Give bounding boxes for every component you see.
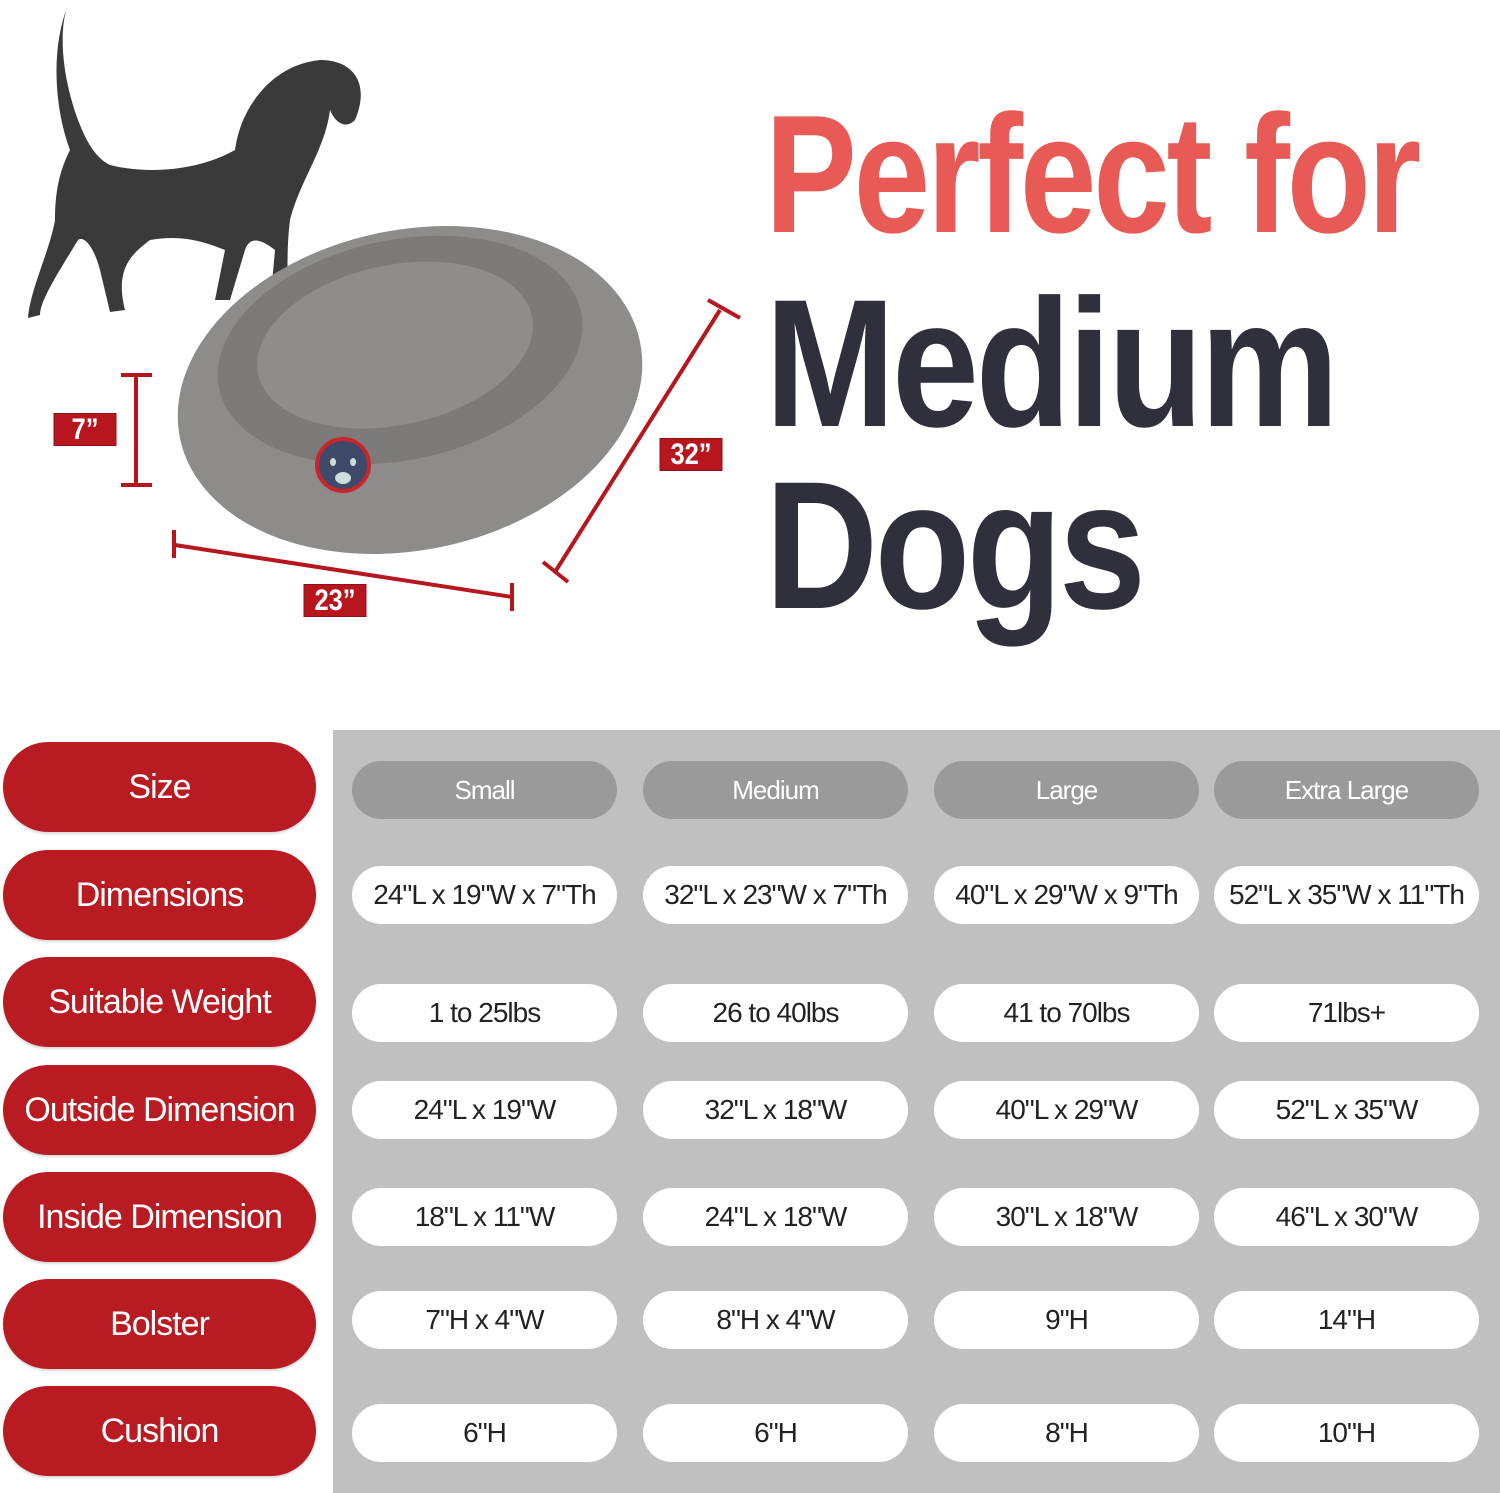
table-cell: 8"H x 4"W	[643, 1291, 908, 1349]
row-label: Size	[3, 742, 316, 832]
paw-icon	[330, 458, 357, 484]
column-header: Large	[934, 761, 1199, 819]
table-cell: 32"L x 23"W x 7"Th	[643, 866, 908, 924]
table-cell: 10"H	[1214, 1404, 1479, 1462]
table-cell: 24"L x 18"W	[643, 1188, 908, 1246]
headline-line3: Dogs	[765, 443, 1146, 647]
table-cell: 7"H x 4"W	[352, 1291, 617, 1349]
table-cell: 18"L x 11"W	[352, 1188, 617, 1246]
table-cell: 24"L x 19"W x 7"Th	[352, 866, 617, 924]
table-cell: 26 to 40lbs	[643, 984, 908, 1042]
headline-line1: Perfect for	[765, 80, 1421, 268]
table-cell: 6"H	[643, 1404, 908, 1462]
row-label: Inside Dimension	[3, 1172, 316, 1262]
table-cell: 14"H	[1214, 1291, 1479, 1349]
table-cell: 40"L x 29"W	[934, 1081, 1199, 1139]
table-cell: 6"H	[352, 1404, 617, 1462]
row-label: Dimensions	[3, 850, 316, 940]
height-tag: 7”	[53, 413, 117, 446]
table-cell: 1 to 25lbs	[352, 984, 617, 1042]
table-cell: 71lbs+	[1214, 984, 1479, 1042]
table-cell: 24"L x 19"W	[352, 1081, 617, 1139]
table-cell: 32"L x 18"W	[643, 1081, 908, 1139]
table-cell: 41 to 70lbs	[934, 984, 1199, 1042]
table-cell: 9"H	[934, 1291, 1199, 1349]
dimension-lines	[121, 298, 741, 611]
row-label: Cushion	[3, 1386, 316, 1476]
column-header: Small	[352, 761, 617, 819]
majestic-pet-logo	[315, 437, 371, 493]
row-label: Outside Dimension	[3, 1065, 316, 1155]
table-cell: 30"L x 18"W	[934, 1188, 1199, 1246]
table-cell: 40"L x 29"W x 9"Th	[934, 866, 1199, 924]
dog-silhouette-icon	[28, 5, 361, 318]
product-illustration	[28, 5, 741, 611]
length-tag: 32”	[659, 438, 723, 471]
row-label: Bolster	[3, 1279, 316, 1369]
column-header: Medium	[643, 761, 908, 819]
width-tag: 23”	[303, 584, 367, 617]
table-cell: 52"L x 35"W	[1214, 1081, 1479, 1139]
table-cell: 46"L x 30"W	[1214, 1188, 1479, 1246]
column-header: Extra Large	[1214, 761, 1479, 819]
table-cell: 52"L x 35"W x 11"Th	[1214, 866, 1479, 924]
headline-line2: Medium	[765, 261, 1339, 465]
table-cell: 8"H	[934, 1404, 1199, 1462]
row-label: Suitable Weight	[3, 957, 316, 1047]
